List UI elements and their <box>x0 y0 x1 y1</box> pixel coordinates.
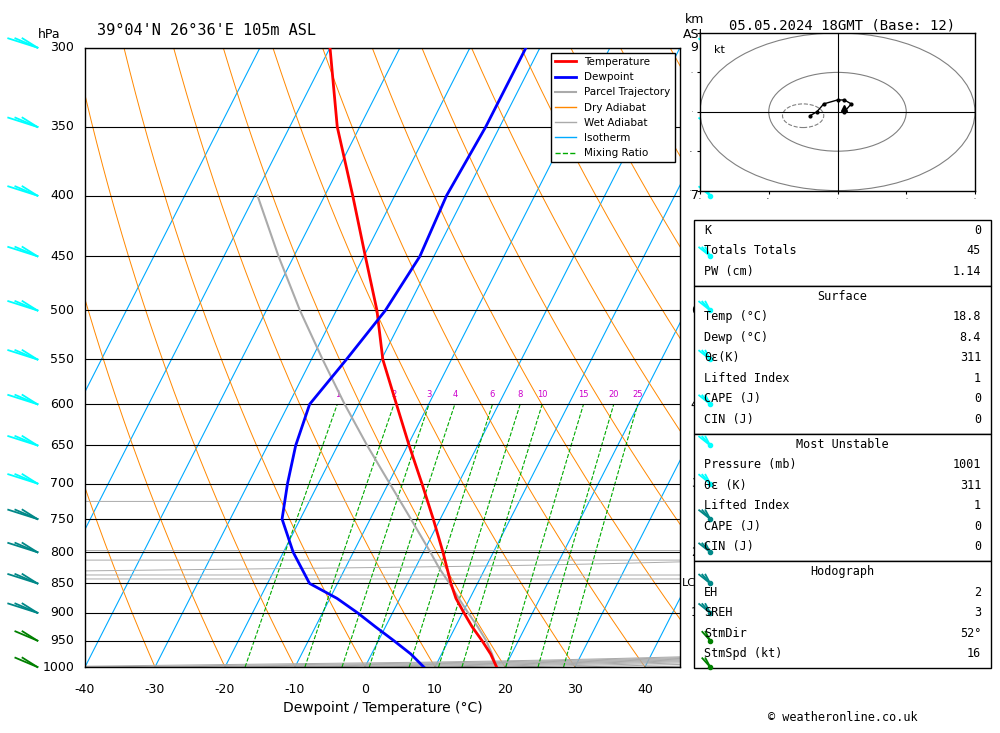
Text: 900: 900 <box>50 606 74 619</box>
Text: Totals Totals: Totals Totals <box>704 244 797 257</box>
Text: 20: 20 <box>609 390 619 399</box>
Text: CAPE (J): CAPE (J) <box>704 520 761 533</box>
Text: 6: 6 <box>691 304 699 317</box>
Text: 311: 311 <box>960 479 981 492</box>
Text: 2: 2 <box>691 546 699 559</box>
Text: 0: 0 <box>361 682 369 696</box>
Legend: Temperature, Dewpoint, Parcel Trajectory, Dry Adiabat, Wet Adiabat, Isotherm, Mi: Temperature, Dewpoint, Parcel Trajectory… <box>551 53 675 163</box>
Text: -40: -40 <box>75 682 95 696</box>
Text: LCL: LCL <box>682 578 702 589</box>
Text: 3: 3 <box>426 390 432 399</box>
Text: hPa: hPa <box>38 29 61 42</box>
Text: 8: 8 <box>517 390 523 399</box>
Text: K: K <box>704 224 711 237</box>
Text: 39°04'N 26°36'E 105m ASL: 39°04'N 26°36'E 105m ASL <box>97 23 316 38</box>
Text: Hodograph: Hodograph <box>810 565 875 578</box>
Text: StmDir: StmDir <box>704 627 747 640</box>
Text: 850: 850 <box>50 577 74 590</box>
Text: 650: 650 <box>50 439 74 452</box>
Text: Temp (°C): Temp (°C) <box>704 310 768 323</box>
Text: 950: 950 <box>50 634 74 647</box>
Text: 1: 1 <box>335 390 340 399</box>
Text: θε (K): θε (K) <box>704 479 747 492</box>
Text: 40: 40 <box>637 682 653 696</box>
Text: 600: 600 <box>50 398 74 410</box>
Text: 2: 2 <box>974 586 981 599</box>
Text: StmSpd (kt): StmSpd (kt) <box>704 647 782 660</box>
Text: 0: 0 <box>974 392 981 405</box>
Text: 20: 20 <box>497 682 513 696</box>
Text: 1: 1 <box>691 606 699 619</box>
Text: 1: 1 <box>974 372 981 385</box>
Text: 500: 500 <box>50 304 74 317</box>
Text: -30: -30 <box>145 682 165 696</box>
Text: kt: kt <box>714 45 725 55</box>
Text: Dewpoint / Temperature (°C): Dewpoint / Temperature (°C) <box>283 701 482 715</box>
Text: Lifted Index: Lifted Index <box>704 499 789 512</box>
Text: -20: -20 <box>215 682 235 696</box>
Text: 9: 9 <box>691 41 699 54</box>
Text: 2: 2 <box>391 390 397 399</box>
Text: CIN (J): CIN (J) <box>704 540 754 553</box>
Text: Mixing Ratio (g/kg): Mixing Ratio (g/kg) <box>722 304 732 410</box>
Text: PW (cm): PW (cm) <box>704 265 754 278</box>
Text: 16: 16 <box>967 647 981 660</box>
Text: 0: 0 <box>974 540 981 553</box>
Text: 18.8: 18.8 <box>953 310 981 323</box>
Text: 1001: 1001 <box>953 458 981 471</box>
Text: 0: 0 <box>974 224 981 237</box>
Text: 3: 3 <box>691 477 699 490</box>
Text: 0: 0 <box>974 520 981 533</box>
Text: EH: EH <box>704 586 718 599</box>
Text: 1: 1 <box>974 499 981 512</box>
Text: 700: 700 <box>50 477 74 490</box>
Text: 450: 450 <box>50 250 74 262</box>
Bar <box>694 561 991 668</box>
Text: 10: 10 <box>537 390 547 399</box>
Text: 1.14: 1.14 <box>953 265 981 278</box>
Text: -10: -10 <box>285 682 305 696</box>
Text: 750: 750 <box>50 512 74 526</box>
Text: 05.05.2024 18GMT (Base: 12): 05.05.2024 18GMT (Base: 12) <box>729 18 956 32</box>
Bar <box>694 434 991 561</box>
Bar <box>694 220 991 286</box>
Text: Surface: Surface <box>818 290 867 303</box>
Bar <box>694 286 991 434</box>
Text: 350: 350 <box>50 120 74 133</box>
Text: θε(K): θε(K) <box>704 351 740 364</box>
Text: 52°: 52° <box>960 627 981 640</box>
Text: 10: 10 <box>427 682 443 696</box>
Text: Most Unstable: Most Unstable <box>796 438 889 451</box>
Text: 550: 550 <box>50 353 74 366</box>
Text: Lifted Index: Lifted Index <box>704 372 789 385</box>
Text: CAPE (J): CAPE (J) <box>704 392 761 405</box>
Text: 4: 4 <box>452 390 457 399</box>
Text: 45: 45 <box>967 244 981 257</box>
Text: SREH: SREH <box>704 606 732 619</box>
Text: © weatheronline.co.uk: © weatheronline.co.uk <box>768 711 917 724</box>
Text: km
ASL: km ASL <box>683 13 707 42</box>
Text: 6: 6 <box>490 390 495 399</box>
Text: 4: 4 <box>691 398 699 410</box>
Text: 15: 15 <box>578 390 589 399</box>
Text: CIN (J): CIN (J) <box>704 413 754 426</box>
Text: 30: 30 <box>567 682 583 696</box>
Text: Dewp (°C): Dewp (°C) <box>704 331 768 344</box>
Text: 0: 0 <box>974 413 981 426</box>
Text: 400: 400 <box>50 189 74 202</box>
Text: 8.4: 8.4 <box>960 331 981 344</box>
Text: Pressure (mb): Pressure (mb) <box>704 458 797 471</box>
Text: 300: 300 <box>50 41 74 54</box>
Text: 1000: 1000 <box>42 660 74 674</box>
Text: 7: 7 <box>691 189 699 202</box>
Text: 800: 800 <box>50 546 74 559</box>
Text: 25: 25 <box>633 390 643 399</box>
Text: 311: 311 <box>960 351 981 364</box>
Text: 3: 3 <box>974 606 981 619</box>
